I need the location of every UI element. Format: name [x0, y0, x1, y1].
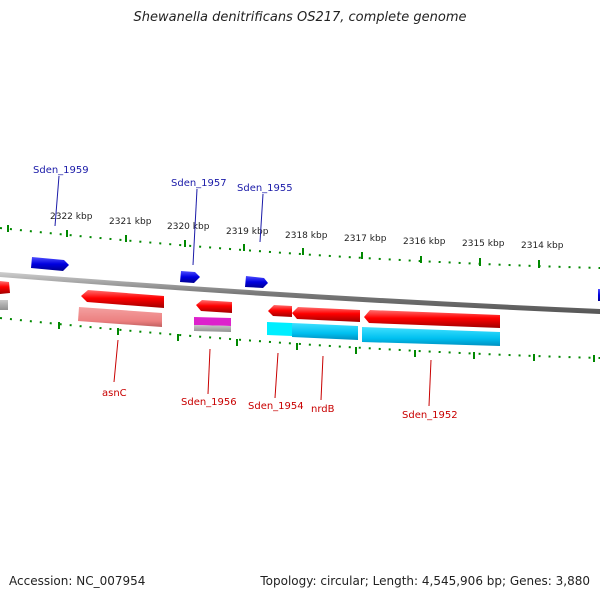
gene-arrow-forward: [245, 276, 268, 288]
gene-label[interactable]: Sden_1954: [248, 401, 304, 412]
feature-bar: [362, 327, 500, 346]
inner-tick-ring: [0, 317, 600, 362]
gene-label[interactable]: Sden_1955: [237, 183, 293, 194]
gene-arrow-reverse: [81, 290, 164, 308]
scale-label: 2322 kbp: [50, 212, 93, 222]
scale-label: 2317 kbp: [344, 234, 387, 244]
feature-bar: [0, 300, 8, 310]
gene-arrow-reverse: [268, 305, 292, 317]
gene-labels: Sden_1959 Sden_1957 Sden_1955 asnC Sden_…: [33, 165, 458, 421]
scale-label: 2314 kbp: [521, 241, 564, 251]
gene-label[interactable]: nrdB: [311, 404, 335, 415]
gene-label[interactable]: Sden_1957: [171, 178, 227, 189]
feature-bar: [292, 323, 358, 340]
scale-label: 2321 kbp: [109, 217, 152, 227]
forward-genes: [31, 257, 600, 301]
feature-bar: [194, 317, 231, 326]
scale-label: 2320 kbp: [167, 222, 210, 232]
gene-arrow-reverse: [196, 300, 232, 313]
outer-tick-ring: [0, 225, 600, 269]
gene-arrow-reverse: [292, 307, 360, 322]
genome-backbone: [0, 272, 600, 314]
gene-arrow-forward: [180, 271, 200, 283]
scale-label: 2318 kbp: [285, 231, 328, 241]
gene-label[interactable]: asnC: [102, 388, 127, 399]
feature-bar: [194, 325, 231, 332]
scale-label: 2316 kbp: [403, 237, 446, 247]
gene-label[interactable]: Sden_1952: [402, 410, 458, 421]
label-leaders: [54, 175, 432, 407]
scale-label: 2315 kbp: [462, 239, 505, 249]
genome-title: Shewanella denitrificans OS217, complete…: [133, 10, 467, 25]
gene-arrow-reverse: [0, 281, 10, 294]
gene-arrow-forward: [31, 257, 69, 271]
gene-label[interactable]: Sden_1956: [181, 397, 237, 408]
scale-label: 2319 kbp: [226, 227, 269, 237]
gene-label[interactable]: Sden_1959: [33, 165, 89, 176]
secondary-features: [0, 300, 500, 346]
feature-bar: [78, 307, 162, 327]
feature-bar: [267, 322, 292, 336]
scale-labels: 2322 kbp 2321 kbp 2320 kbp 2319 kbp 2318…: [50, 212, 564, 251]
accession-label: Accession: NC_007954: [9, 574, 146, 588]
gene-arrow-reverse: [364, 310, 500, 328]
genome-summary: Topology: circular; Length: 4,545,906 bp…: [260, 574, 590, 588]
reverse-genes: [0, 281, 500, 328]
